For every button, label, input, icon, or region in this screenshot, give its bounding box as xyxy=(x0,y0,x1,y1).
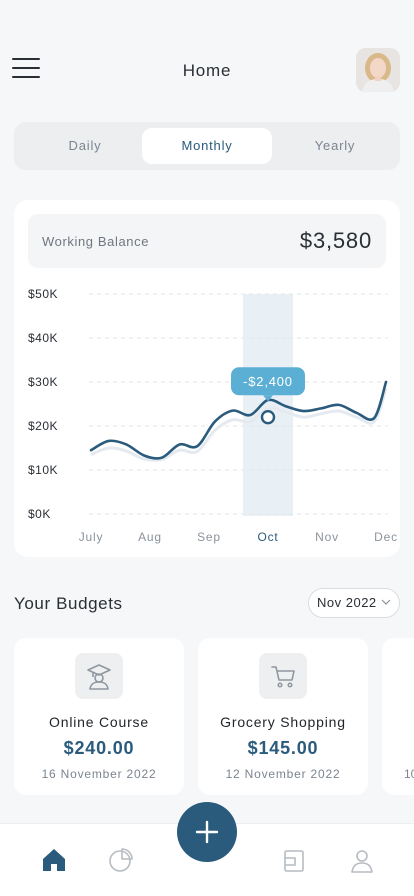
y-tick-label: $20K xyxy=(28,419,58,433)
highlight-point xyxy=(260,409,276,425)
tab-monthly[interactable]: Monthly xyxy=(142,128,272,164)
budget-icon-box xyxy=(75,653,123,699)
budget-amount: $240.00 xyxy=(63,738,135,758)
pie-chart-icon xyxy=(109,848,133,872)
x-tick-label: Aug xyxy=(138,530,162,544)
working-balance-panel: Working Balance $3,580 xyxy=(28,214,386,268)
series-line xyxy=(89,380,388,460)
budget-date: 16 November 2022 xyxy=(41,767,157,781)
x-tick-label: Nov xyxy=(315,530,339,544)
x-tick-label: Oct xyxy=(257,530,278,544)
budget-card[interactable]: Online Course $240.00 16 November 2022 xyxy=(14,638,184,795)
avatar[interactable] xyxy=(356,48,400,92)
y-tick-label: $40K xyxy=(28,331,58,345)
working-balance-value: $3,580 xyxy=(299,228,372,253)
balance-chart-card: $0K $10K $20K $30K $40K $50K July Aug Sep Oct Nov D… xyxy=(14,200,400,557)
y-tick-label: $0K xyxy=(28,507,51,521)
y-tick-label: $30K xyxy=(28,375,58,389)
tab-yearly[interactable]: Yearly xyxy=(314,138,356,153)
nav-home[interactable] xyxy=(40,846,68,874)
cart-icon xyxy=(271,666,295,688)
x-tick-label: Sep xyxy=(197,530,221,544)
page-title: Home xyxy=(182,61,232,80)
profile-icon xyxy=(351,850,373,873)
tooltip-label: -$2,400 xyxy=(243,374,293,389)
period-segmented-control: Daily Monthly Yearly xyxy=(14,122,400,170)
budget-card-partial[interactable]: 10 xyxy=(382,638,414,795)
budget-card[interactable]: Grocery Shopping $145.00 12 November 202… xyxy=(198,638,368,795)
avatar-portrait-icon xyxy=(356,48,400,92)
nav-profile[interactable] xyxy=(348,846,376,874)
nav-statistics[interactable] xyxy=(107,846,135,874)
budget-date: 10 xyxy=(404,767,414,781)
home-icon xyxy=(43,849,65,871)
budget-name: Online Course xyxy=(49,714,149,730)
header: Home xyxy=(0,46,414,96)
nav-wallet[interactable] xyxy=(280,846,308,874)
tab-daily[interactable]: Daily xyxy=(68,138,102,153)
budget-date: 12 November 2022 xyxy=(225,767,341,781)
balance-line-chart: $0K $10K $20K $30K $40K $50K July Aug Sep Oct Nov D… xyxy=(28,287,398,544)
month-select[interactable]: Nov 2022 xyxy=(308,588,400,618)
budgets-title: Your Budgets xyxy=(14,594,123,613)
working-balance-label: Working Balance xyxy=(42,234,150,249)
y-tick-label: $10K xyxy=(28,463,58,477)
y-tick-label: $50K xyxy=(28,287,58,301)
x-tick-label: Dec xyxy=(374,530,398,544)
wallet-icon xyxy=(284,850,304,872)
budget-icon-box xyxy=(259,653,307,699)
graduation-icon xyxy=(87,664,111,690)
hamburger-menu-icon[interactable] xyxy=(12,58,40,80)
tooltip-pointer xyxy=(263,395,273,402)
series-shadow-line xyxy=(90,388,388,462)
x-tick-label: July xyxy=(79,530,104,544)
budget-name: Grocery Shopping xyxy=(220,714,346,730)
add-button[interactable] xyxy=(177,802,237,862)
budgets-header: Your Budgets Nov 2022 xyxy=(14,588,400,618)
tooltip-box xyxy=(231,367,305,396)
month-select-value: Nov 2022 xyxy=(317,595,377,610)
add-icon xyxy=(195,820,219,844)
chevron-down-icon xyxy=(381,599,391,605)
budget-amount: $145.00 xyxy=(247,738,319,758)
